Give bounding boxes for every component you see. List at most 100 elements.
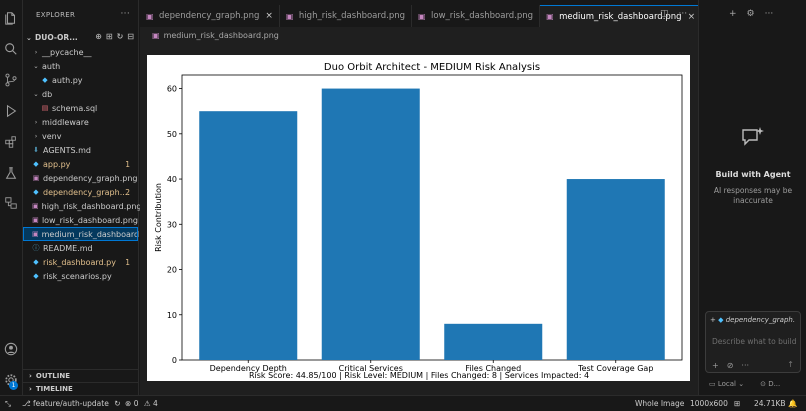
settings-gear-icon[interactable]: ⚙ (746, 9, 755, 19)
zoom-mode[interactable]: Whole Image (635, 399, 685, 408)
tools-icon[interactable]: ⊘ (726, 361, 734, 370)
explorer-icon[interactable] (3, 10, 19, 26)
context-chip-label: dependency_graph. (725, 316, 796, 324)
outline-section[interactable]: › OUTLINE (23, 369, 139, 382)
model-select[interactable]: ⊙ D... (760, 380, 781, 388)
testing-icon[interactable] (3, 165, 19, 181)
image-size: 24.71KB (754, 399, 786, 408)
folder-item[interactable]: › __pycache__ (23, 45, 138, 59)
python-file-icon: ◆ (33, 272, 39, 280)
more-actions-icon[interactable]: ··· (678, 9, 688, 19)
file-item[interactable]: ▣ dependency_graph.png (23, 171, 138, 185)
x-tick-label: Critical Services (339, 364, 403, 373)
file-item[interactable]: ▤ schema.sql (23, 101, 138, 115)
account-icon[interactable] (3, 341, 19, 357)
image-file-icon: ▣ (285, 11, 294, 21)
more-actions-icon[interactable]: ··· (120, 9, 130, 19)
context-chip[interactable]: + ◆ dependency_graph. (710, 316, 795, 324)
problems-indicator[interactable]: ⊗ 0 ⚠ 4 (125, 399, 158, 408)
image-file-icon: ▣ (152, 30, 160, 40)
workspace-root[interactable]: ⌄ DUO-OR... ⊕ ⊞ ↻ ⊟ (23, 30, 138, 45)
chat-toolbar: + ⚙ ··· (729, 9, 773, 19)
notifications-icon[interactable]: 🔔 (788, 399, 798, 408)
file-item[interactable]: ⓘ README.md (23, 241, 138, 255)
send-icon[interactable]: ↑ (787, 360, 794, 369)
y-tick-label: 30 (167, 220, 177, 229)
file-item[interactable]: ◆ risk_scenarios.py (23, 269, 138, 283)
editor-tab[interactable]: ▣ medium_risk_dashboard.png × (540, 5, 703, 27)
file-item[interactable]: ▣ low_risk_dashboard.png (23, 213, 138, 227)
tree-item-label: dependency_graph.... (43, 187, 130, 197)
workspace-root-label: DUO-OR... (35, 33, 78, 42)
sync-icon: ↻ (114, 399, 121, 408)
folder-item[interactable]: › venv (23, 129, 138, 143)
file-item[interactable]: ◆ app.py 1 (23, 157, 138, 171)
info-file-icon: ⓘ (32, 244, 40, 252)
breadcrumb-item[interactable]: medium_risk_dashboard.png (163, 30, 279, 40)
branch-icon: ⎇ (22, 399, 31, 408)
file-item[interactable]: ◆ dependency_graph.... 2 (23, 185, 138, 199)
search-icon[interactable] (3, 41, 19, 57)
python-file-icon: ◆ (33, 258, 39, 266)
tab-label: low_risk_dashboard.png (431, 11, 534, 21)
remote-indicator-icon[interactable]: ⤡ (5, 398, 11, 408)
chat-input-placeholder[interactable]: Describe what to build (712, 337, 797, 346)
file-item[interactable]: ▣ high_risk_dashboard.png (23, 199, 141, 213)
tree-item-label: dependency_graph.png (43, 173, 138, 183)
run-debug-icon[interactable] (3, 103, 19, 119)
editor-actions: ◫ ··· (660, 9, 687, 19)
tree-item-label: schema.sql (52, 103, 98, 113)
chart-footer: Risk Score: 44.85/100 | Risk Level: MEDI… (249, 371, 589, 380)
extensions-icon[interactable] (3, 134, 19, 150)
add-context-icon[interactable]: + (710, 316, 716, 324)
tab-label: dependency_graph.png (159, 11, 260, 21)
image-file-icon: ▣ (546, 12, 554, 21)
y-tick-label: 50 (167, 130, 177, 139)
folder-item[interactable]: › middleware (23, 115, 138, 129)
close-icon[interactable]: × (687, 11, 696, 22)
split-editor-icon[interactable]: ◫ (660, 9, 669, 19)
tab-label: high_risk_dashboard.png (298, 11, 406, 21)
image-file-icon: ▣ (32, 202, 39, 210)
close-icon[interactable]: × (265, 11, 273, 21)
more-actions-icon[interactable]: ··· (741, 361, 750, 370)
y-tick-label: 10 (167, 311, 177, 320)
editor-tab[interactable]: ▣ dependency_graph.png × (140, 5, 280, 27)
branch-indicator[interactable]: ⎇ feature/auth-update ↻ (22, 399, 121, 408)
new-folder-icon[interactable]: ⊞ (105, 32, 113, 41)
tree-item-label: __pycache__ (42, 47, 92, 57)
attach-icon[interactable]: + (712, 361, 719, 370)
timeline-section[interactable]: › TIMELINE (23, 382, 139, 395)
collapse-all-icon[interactable]: ⊟ (127, 32, 134, 41)
file-item[interactable]: ◆ auth.py (23, 73, 138, 87)
mode-select[interactable]: ▭ Local ⌄ (709, 380, 745, 388)
bar-chart: Duo Orbit Architect - MEDIUM Risk Analys… (154, 62, 683, 380)
chat-options: ▭ Local ⌄ ⊙ D... (709, 380, 780, 388)
source-control-icon[interactable] (3, 72, 19, 88)
new-file-icon[interactable]: ⊕ (95, 32, 102, 41)
bar (199, 111, 298, 360)
editor-tab[interactable]: ▣ high_risk_dashboard.png (280, 5, 413, 27)
chevron-right-icon: › (34, 48, 38, 56)
y-axis-label: Risk Contribution (154, 183, 163, 252)
file-item[interactable]: ▣ medium_risk_dashboard.... (23, 227, 149, 241)
tree-item-label: app.py (43, 159, 71, 169)
markdown-file-icon: ⬇ (33, 146, 39, 154)
sql-file-icon: ▤ (41, 104, 49, 112)
x-tick-label: Dependency Depth (210, 364, 287, 373)
chevron-down-icon: ⌄ (33, 62, 39, 70)
file-item[interactable]: ⬇ AGENTS.md (23, 143, 138, 157)
tree-item-label: auth.py (52, 75, 83, 85)
plot-frame (181, 74, 683, 361)
file-item[interactable]: ◆ risk_dashboard.py 1 (23, 255, 138, 269)
editor-tab[interactable]: ▣ low_risk_dashboard.png (412, 5, 541, 27)
folder-item[interactable]: ⌄ db (23, 87, 138, 101)
new-chat-icon[interactable]: + (729, 9, 737, 19)
remote-explorer-icon[interactable] (3, 195, 19, 211)
more-actions-icon[interactable]: ··· (764, 9, 774, 19)
manage-badge: 1 (9, 381, 18, 390)
folder-item[interactable]: ⌄ auth (23, 59, 138, 73)
refresh-icon[interactable]: ↻ (116, 32, 124, 41)
python-file-icon: ◆ (33, 188, 39, 196)
chat-input-box[interactable]: + ◆ dependency_graph. Describe what to b… (705, 311, 801, 373)
